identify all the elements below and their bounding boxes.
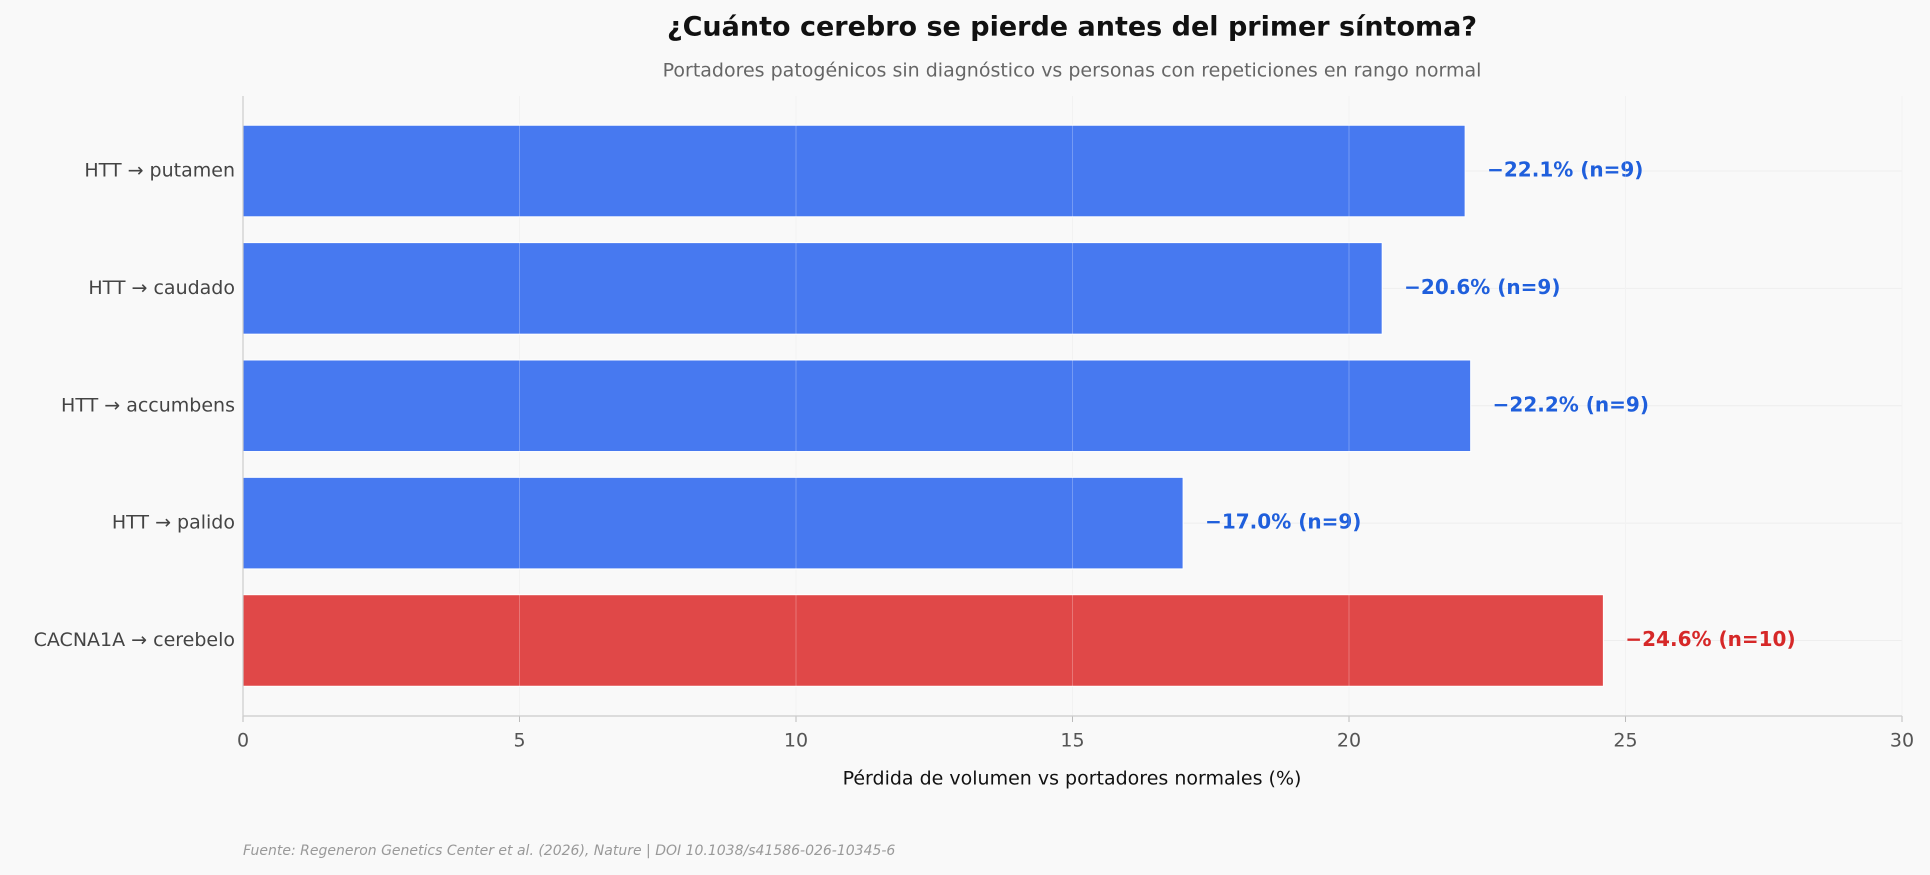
bar <box>242 124 1466 218</box>
value-label: −22.1% (n=9) <box>1487 158 1643 182</box>
y-tick-label: HTT → palido <box>112 512 235 534</box>
chart-title: ¿Cuánto cerebro se pierde antes del prim… <box>667 12 1477 43</box>
y-tick-label: HTT → putamen <box>84 160 235 182</box>
bar <box>242 359 1472 453</box>
bar <box>242 594 1604 687</box>
x-tick-label: 10 <box>784 730 808 752</box>
x-tick-label: 5 <box>513 730 525 752</box>
value-label: −17.0% (n=9) <box>1205 510 1361 534</box>
y-tick-label: CACNA1A → cerebelo <box>34 629 235 651</box>
y-tick-label: HTT → caudado <box>88 277 235 299</box>
bar <box>242 242 1383 335</box>
x-tick-label: 0 <box>237 730 249 752</box>
bar <box>242 476 1184 570</box>
chart-subtitle: Portadores patogénicos sin diagnóstico v… <box>663 60 1482 82</box>
x-tick-label: 30 <box>1890 730 1914 752</box>
y-tick-label: HTT → accumbens <box>61 394 235 416</box>
x-axis-label: Pérdida de volumen vs portadores normale… <box>843 768 1302 790</box>
value-label: −24.6% (n=10) <box>1625 627 1795 651</box>
x-tick-label: 20 <box>1337 730 1361 752</box>
source-note: Fuente: Regeneron Genetics Center et al.… <box>243 843 895 859</box>
value-label: −22.2% (n=9) <box>1493 392 1649 416</box>
x-tick-label: 25 <box>1613 730 1637 752</box>
value-label: −20.6% (n=9) <box>1404 275 1560 299</box>
x-tick-label: 15 <box>1060 730 1084 752</box>
